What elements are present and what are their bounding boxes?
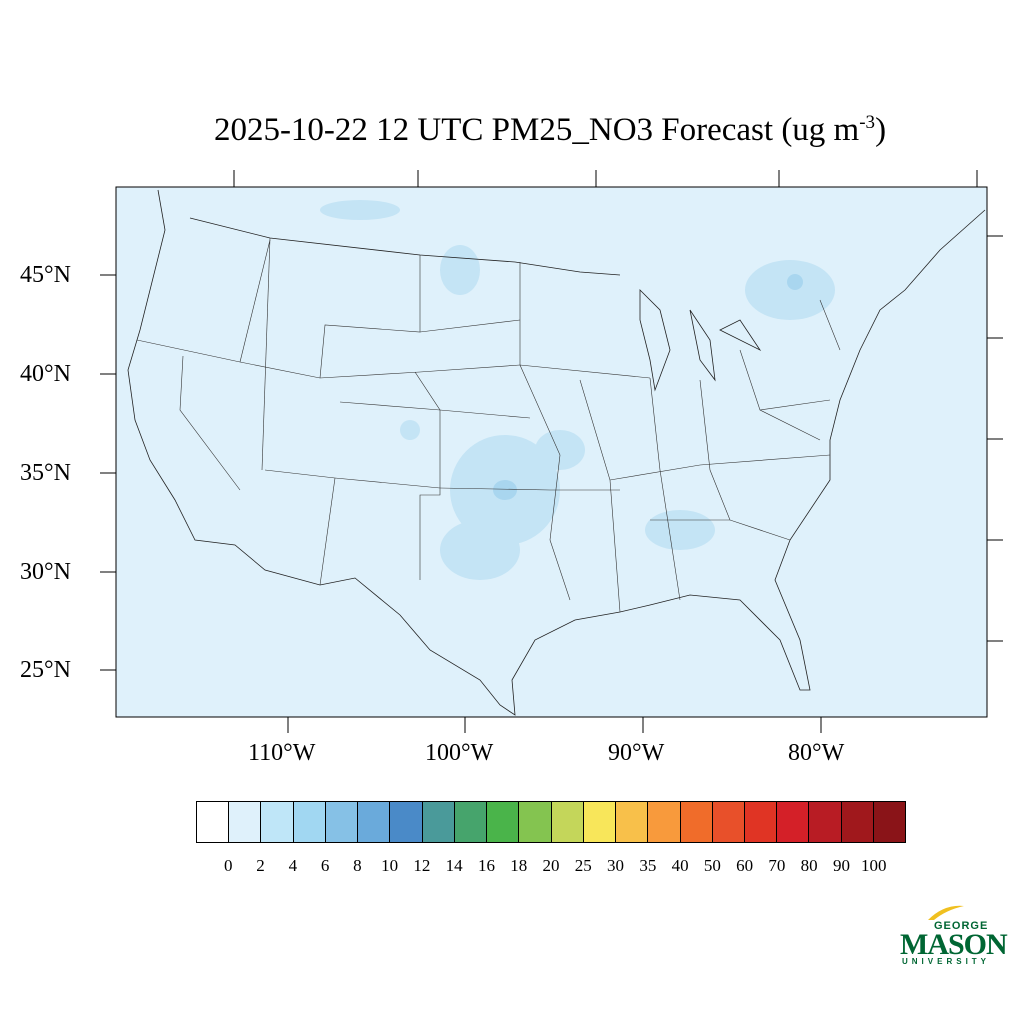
logo-mason: MASON [900, 928, 1008, 961]
colorbar-swatch [873, 802, 906, 842]
colorbar-tick-label: 12 [413, 856, 431, 875]
colorbar [196, 801, 906, 843]
colorbar-tick-label: 90 [832, 856, 850, 875]
colorbar-tick-label: 2 [256, 856, 265, 875]
lat-label-25n: 25°N [20, 657, 71, 683]
map-title: 2025-10-22 12 UTC PM25_NO3 Forecast (ug … [213, 112, 887, 148]
lon-label-110w: 110°W [248, 740, 316, 766]
logo-george: GEORGE [934, 920, 989, 932]
lat-label-30n: 30°N [20, 559, 71, 585]
colorbar-swatch [358, 802, 391, 842]
colorbar-tick-label: 25 [574, 856, 592, 875]
colorbar-tick-label: 100 [860, 856, 887, 875]
colorbar-tick-label: 0 [224, 856, 233, 875]
colorbar-swatch [616, 802, 649, 842]
colorbar-tick-label: 20 [542, 856, 560, 875]
colorbar-tick-label: 30 [607, 856, 625, 875]
colorbar-swatch [422, 802, 455, 842]
colorbar-swatch [487, 802, 520, 842]
colorbar-swatch [325, 802, 359, 842]
colorbar-tick-label: 16 [477, 856, 495, 875]
colorbar-swatch [261, 802, 294, 842]
colorbar-swatch [519, 802, 552, 842]
colorbar-swatch [744, 802, 778, 842]
colorbar-tick-label: 70 [768, 856, 786, 875]
logo-university: UNIVERSITY [902, 957, 991, 966]
colorbar-swatch [551, 802, 584, 842]
colorbar-swatch [809, 802, 842, 842]
concentration-patches [320, 200, 835, 580]
logo-swoosh-icon [928, 905, 964, 920]
colorbar-tick-label: 50 [703, 856, 721, 875]
colorbar-tick-label: 6 [320, 856, 330, 875]
colorbar-tick-label: 35 [639, 856, 657, 875]
lat-label-45n: 45°N [20, 262, 71, 288]
colorbar-tick-label: 8 [353, 856, 362, 875]
map-ticks [100, 170, 1003, 733]
colorbar-swatch [454, 802, 488, 842]
lat-label-40n: 40°N [20, 361, 71, 387]
us-outline [127, 189, 986, 716]
colorbar-swatch [712, 802, 745, 842]
colorbar-swatch [197, 802, 230, 842]
lon-label-80w: 80°W [788, 740, 845, 766]
colorbar-swatch [293, 802, 326, 842]
colorbar-swatch [648, 802, 681, 842]
lon-label-100w: 100°W [425, 740, 494, 766]
colorbar-swatch [390, 802, 423, 842]
lon-label-90w: 90°W [608, 740, 665, 766]
colorbar-tick-label: 80 [800, 856, 818, 875]
colorbar-tick-label: 60 [736, 856, 754, 875]
colorbar-tick-label: 18 [510, 856, 528, 875]
colorbar-tick-label: 14 [445, 856, 463, 875]
colorbar-swatch [680, 802, 713, 842]
concentration-cores [493, 274, 803, 500]
state-boundaries [136, 237, 841, 613]
university-logo: GEORGE MASON UNIVERSITY [900, 902, 1010, 972]
colorbar-swatch [777, 802, 810, 842]
colorbar-swatch [583, 802, 617, 842]
lat-label-35n: 35°N [20, 460, 71, 486]
colorbar-swatch [229, 802, 262, 842]
colorbar-tick-label: 10 [381, 856, 399, 875]
colorbar-swatch [841, 802, 874, 842]
colorbar-tick-label: 40 [671, 856, 689, 875]
colorbar-tick-label: 4 [288, 856, 298, 875]
